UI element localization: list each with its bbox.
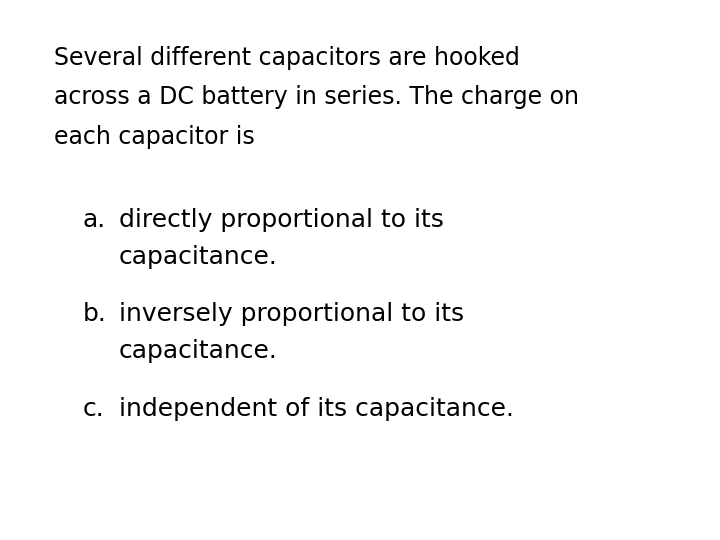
Text: inversely proportional to its: inversely proportional to its	[119, 302, 464, 326]
Text: c.: c.	[83, 397, 104, 421]
Text: b.: b.	[83, 302, 107, 326]
Text: each capacitor is: each capacitor is	[54, 125, 255, 148]
Text: capacitance.: capacitance.	[119, 245, 278, 268]
Text: across a DC battery in series. The charge on: across a DC battery in series. The charg…	[54, 85, 579, 109]
Text: capacitance.: capacitance.	[119, 339, 278, 363]
Text: directly proportional to its: directly proportional to its	[119, 208, 444, 232]
Text: a.: a.	[83, 208, 106, 232]
Text: Several different capacitors are hooked: Several different capacitors are hooked	[54, 46, 520, 70]
Text: independent of its capacitance.: independent of its capacitance.	[119, 397, 514, 421]
